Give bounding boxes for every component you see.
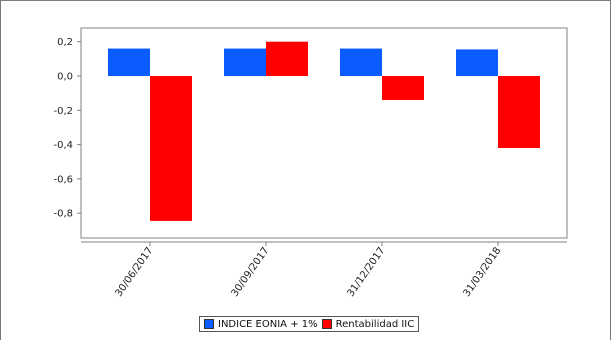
bar-rentabilidad-1: [150, 76, 192, 221]
legend-label-eonia: INDICE EONIA + 1%: [218, 318, 318, 330]
y-tick-label: -0,8: [53, 209, 73, 220]
bar-rentabilidad-2: [266, 41, 308, 76]
y-axis: 0,2 0,0 -0,2 -0,4 -0,6 -0,8: [53, 37, 81, 220]
bar-eonia-2: [224, 48, 266, 76]
y-tick-label: -0,4: [53, 140, 73, 151]
legend-label-rentabilidad: Rentabilidad IIC: [335, 318, 415, 330]
bar-eonia-3: [340, 48, 382, 76]
bar-eonia-4: [456, 49, 498, 76]
legend-item-eonia: INDICE EONIA + 1%: [204, 319, 318, 330]
legend-swatch-red: [321, 319, 332, 329]
legend: INDICE EONIA + 1% Rentabilidad IIC: [199, 316, 420, 332]
x-tick-label: 31/12/2017: [345, 245, 387, 299]
x-tick-label: 30/09/2017: [229, 245, 271, 299]
legend-swatch-blue: [204, 319, 214, 329]
legend-item-rentabilidad: Rentabilidad IIC: [321, 318, 415, 330]
bar-series-group: [108, 41, 540, 221]
bar-eonia-1: [108, 48, 150, 76]
y-tick-label: -0,6: [53, 174, 73, 185]
x-tick-label: 31/03/2018: [461, 245, 503, 299]
bar-rentabilidad-4: [498, 76, 540, 149]
bar-rentabilidad-3: [382, 76, 424, 101]
y-tick-label: 0,0: [57, 72, 73, 83]
x-tick-label: 30/06/2017: [113, 245, 155, 299]
y-tick-label: -0,2: [53, 106, 73, 117]
y-tick-label: 0,2: [57, 37, 73, 48]
x-axis: 30/06/2017 30/09/2017 31/12/2017 31/03/2018: [113, 242, 503, 299]
